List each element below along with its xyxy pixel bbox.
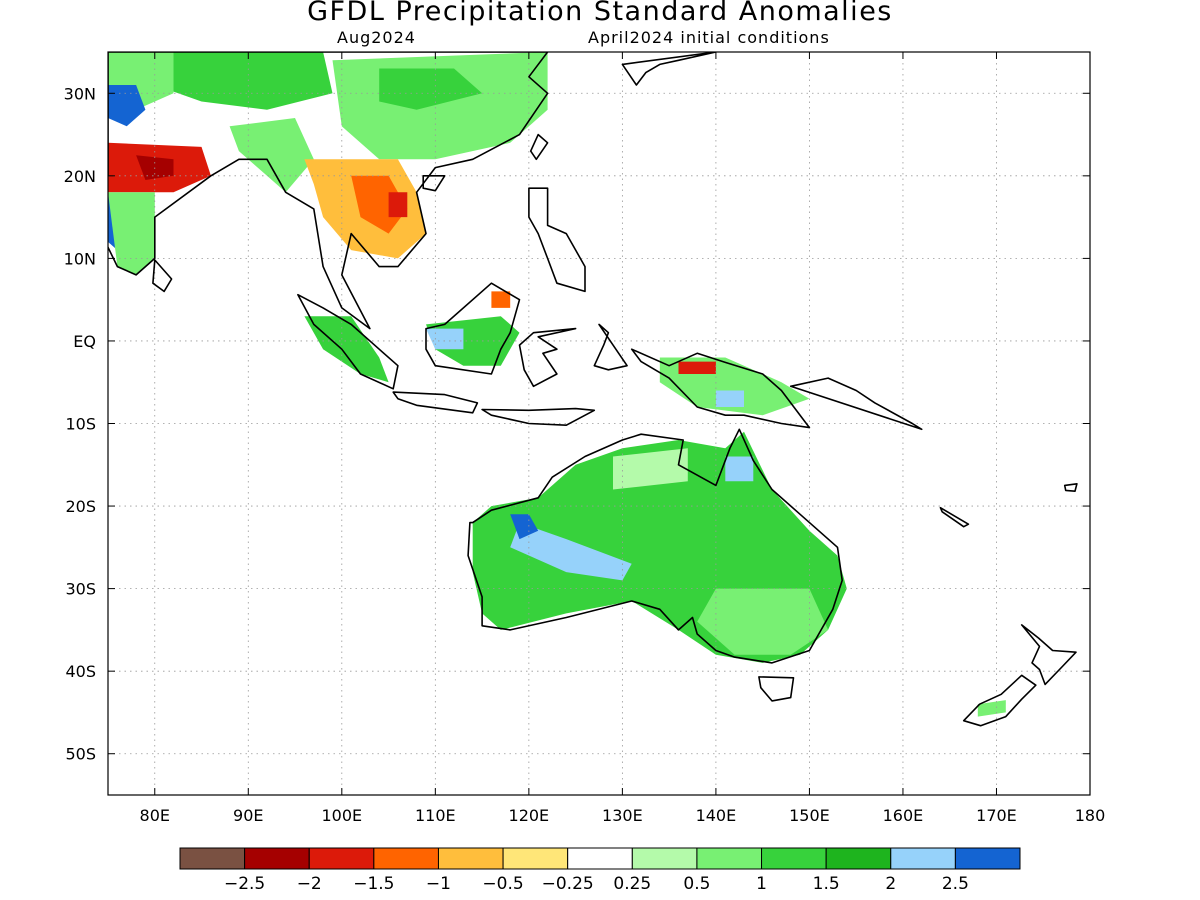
coastline bbox=[621, 52, 717, 86]
coastline bbox=[392, 391, 479, 414]
coastline bbox=[1063, 482, 1078, 493]
lon-tick-label: 90E bbox=[233, 806, 263, 825]
initial-conditions: April2024 initial conditions bbox=[588, 28, 830, 47]
map-title: GFDL Precipitation Standard Anomalies bbox=[307, 0, 893, 27]
latitude-axis: 30N 20N 10N EQ 10S 20S 30S 40S 50S bbox=[64, 84, 1090, 764]
anomaly-region bbox=[715, 390, 744, 407]
lat-tick-label: 10S bbox=[65, 415, 96, 434]
anomaly-shading bbox=[108, 52, 1006, 717]
lon-tick-label: 110E bbox=[415, 806, 456, 825]
colorbar-swatch bbox=[567, 847, 633, 870]
colorbar-swatch bbox=[761, 847, 827, 870]
anomaly-region bbox=[154, 52, 333, 110]
colorbar-swatch bbox=[502, 847, 569, 870]
coastline bbox=[467, 428, 844, 664]
lat-tick-label: 30S bbox=[65, 580, 96, 599]
colorbar-swatch bbox=[244, 847, 310, 870]
lat-tick-label: 50S bbox=[65, 745, 96, 764]
anomaly-region bbox=[304, 316, 389, 383]
coastline bbox=[152, 259, 173, 293]
coastline bbox=[758, 676, 795, 702]
coastline bbox=[518, 327, 577, 388]
lat-tick-label: 20N bbox=[64, 167, 96, 186]
coastline bbox=[789, 377, 923, 431]
colorbar-swatch bbox=[631, 847, 698, 870]
coastline bbox=[481, 407, 596, 427]
colorbar-label: 1.5 bbox=[813, 874, 840, 894]
colorbar-label: −1 bbox=[426, 874, 451, 894]
lon-tick-label: 150E bbox=[789, 806, 830, 825]
coastlines bbox=[108, 52, 1078, 727]
anomaly-region bbox=[510, 522, 632, 581]
lon-tick-label: 160E bbox=[883, 806, 924, 825]
lat-tick-label: EQ bbox=[73, 332, 96, 351]
coastline bbox=[630, 348, 811, 429]
coastline bbox=[422, 175, 446, 192]
colorbar-swatch bbox=[373, 847, 439, 870]
forecast-month: Aug2024 bbox=[337, 28, 416, 47]
colorbar-label: −0.5 bbox=[482, 874, 523, 894]
anomaly-region bbox=[510, 514, 539, 540]
lat-tick-label: 10N bbox=[64, 249, 96, 268]
colorbar-swatch bbox=[437, 847, 504, 870]
anomaly-region bbox=[108, 85, 146, 127]
coastline bbox=[108, 52, 549, 330]
lon-tick-label: 120E bbox=[509, 806, 550, 825]
anomaly-region bbox=[491, 291, 511, 308]
longitude-axis: 80E 90E 100E 110E 120E 130E 140E 150E 160E 170E 18… bbox=[140, 52, 1106, 825]
colorbar-label: −1.5 bbox=[353, 874, 394, 894]
lat-tick-label: 40S bbox=[65, 662, 96, 681]
lon-tick-label: 100E bbox=[321, 806, 362, 825]
coastline bbox=[297, 293, 399, 390]
colorbar-label: 2 bbox=[885, 874, 896, 894]
anomaly-region bbox=[229, 118, 314, 193]
anomaly-region bbox=[108, 192, 155, 275]
coastline bbox=[593, 323, 628, 371]
coastline bbox=[425, 282, 521, 375]
lat-tick-label: 20S bbox=[65, 497, 96, 516]
anomaly-region bbox=[351, 175, 408, 234]
anomaly-region bbox=[977, 700, 1006, 717]
coastline bbox=[939, 506, 970, 528]
colorbar: −2.5 −2 −1.5 −1 −0.5 −0.25 0.25 0.5 1 1.5 2 2.5 bbox=[179, 847, 1021, 894]
colorbar-label: 1 bbox=[756, 874, 767, 894]
anomaly-region bbox=[388, 192, 408, 218]
colorbar-label: 0.25 bbox=[613, 874, 651, 894]
lon-tick-label: 180 bbox=[1075, 806, 1106, 825]
coastline bbox=[1020, 624, 1077, 686]
colorbar-label: 2.5 bbox=[942, 874, 969, 894]
anomaly-region bbox=[697, 588, 829, 655]
colorbar-swatch bbox=[696, 847, 763, 870]
anomaly-region bbox=[678, 361, 716, 374]
colorbar-label: 0.5 bbox=[683, 874, 710, 894]
anomaly-region bbox=[613, 448, 688, 490]
anomaly-region bbox=[426, 316, 520, 366]
colorbar-swatch bbox=[825, 847, 892, 870]
colorbar-label: −2.5 bbox=[224, 874, 265, 894]
colorbar-swatch bbox=[890, 847, 956, 870]
lon-tick-label: 80E bbox=[140, 806, 170, 825]
colorbar-swatch bbox=[954, 847, 1021, 870]
colorbar-swatch bbox=[179, 847, 246, 870]
coastline bbox=[528, 187, 586, 293]
colorbar-swatch bbox=[308, 847, 375, 870]
lon-tick-label: 140E bbox=[696, 806, 737, 825]
coastline bbox=[962, 674, 1037, 727]
colorbar-label: −0.25 bbox=[542, 874, 594, 894]
anomaly-region bbox=[725, 456, 754, 482]
colorbar-label: −2 bbox=[297, 874, 322, 894]
anomaly-region bbox=[379, 68, 483, 110]
map-grid bbox=[108, 52, 1090, 795]
lat-tick-label: 30N bbox=[64, 84, 96, 103]
lon-tick-label: 130E bbox=[602, 806, 643, 825]
coastline bbox=[529, 133, 549, 161]
lon-tick-label: 170E bbox=[976, 806, 1017, 825]
